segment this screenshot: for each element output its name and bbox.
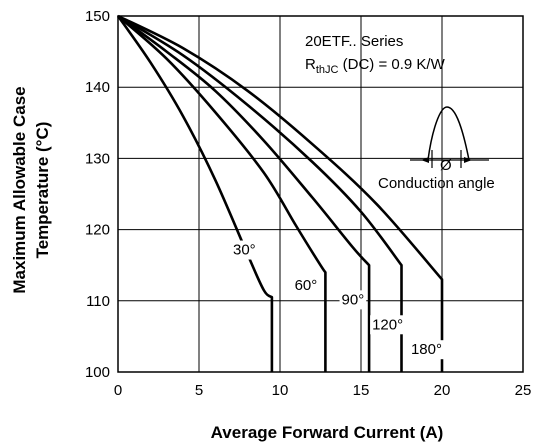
inset-phi-label: Ø [440, 157, 452, 174]
series-line [116, 15, 274, 372]
series-line [117, 15, 327, 372]
series-label: 180° [411, 341, 442, 358]
annotation-title: 20ETF.. Series [305, 33, 403, 50]
y-tick-label: 100 [85, 364, 110, 381]
y-tick-label: 110 [86, 293, 110, 310]
series-label-bg [292, 276, 320, 296]
annotation-thermal-resistance: RthJC (DC) = 0.9 K/W [305, 56, 446, 76]
annotation-rth-main: R [305, 56, 316, 73]
inset-caption: Conduction angle [378, 175, 495, 192]
x-tick-label: 25 [515, 382, 532, 399]
x-tick-label: 10 [272, 382, 289, 399]
inset-arrow-right [464, 157, 472, 163]
series-label-bg [231, 240, 258, 260]
sine-half-wave [427, 106, 470, 161]
series-label-bg [408, 340, 444, 360]
y-tick-label: 120 [85, 222, 110, 239]
series-lines [116, 14, 444, 372]
series-labels: 30° 60° 90° 120° 180° [231, 240, 444, 360]
plot-frame [117, 15, 524, 373]
y-tick-label: 140 [85, 79, 110, 96]
y-tick-label: 150 [85, 8, 110, 25]
y-axis-title-line2: Temperature (°C) [33, 122, 52, 259]
grid [117, 15, 524, 373]
series-label: 30° [233, 242, 256, 259]
x-tick-label: 15 [353, 382, 370, 399]
x-tick-label: 0 [114, 382, 122, 399]
x-tick-label: 20 [434, 382, 451, 399]
inset-arrow-left [421, 157, 429, 163]
x-tick-label: 5 [195, 382, 203, 399]
x-axis-title: Average Forward Current (A) [211, 423, 444, 442]
series-line [117, 14, 371, 372]
series-line [117, 14, 403, 372]
y-tick-labels: 100 110 120 130 140 150 [85, 8, 110, 381]
series-line [117, 14, 444, 372]
annotation-rth-rest: (DC) = 0.9 K/W [338, 56, 445, 73]
series-label: 120° [372, 316, 403, 333]
x-tick-labels: 0 5 10 15 20 25 [114, 382, 532, 399]
series-label: 60° [295, 277, 318, 294]
y-axis-title-line1: Maximum Allowable Case [10, 86, 29, 293]
annotation-rth-sub: thJC [316, 64, 339, 76]
series-label-bg [370, 315, 406, 335]
series-label-bg [339, 290, 367, 310]
conduction-angle-icon: Ø [410, 106, 489, 174]
y-tick-label: 130 [85, 150, 110, 167]
series-label: 90° [342, 291, 365, 308]
